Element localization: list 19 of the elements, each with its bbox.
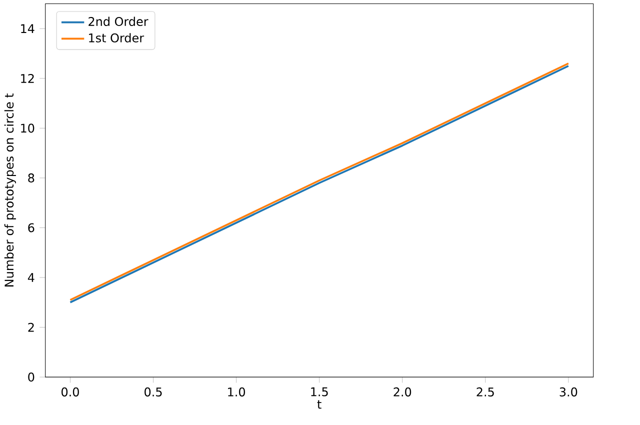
y-tick-label: 14 [21, 24, 34, 33]
y-axis-title: Number of prototypes on circle t [4, 93, 16, 286]
y-tick-label: 10 [21, 124, 34, 133]
legend-label: 1st Order [89, 33, 144, 42]
y-tick-label: 8 [28, 173, 34, 182]
x-tick-label: 1.0 [228, 387, 246, 396]
y-tick-label: 2 [28, 322, 34, 332]
x-tick-label: 3.0 [560, 387, 578, 396]
x-tick-label: 0.5 [144, 387, 162, 396]
y-tick-label: 6 [28, 223, 34, 232]
x-tick-label: 2.0 [394, 387, 412, 396]
legend-label: 2nd Order [88, 16, 148, 26]
x-tick-label: 0.0 [62, 387, 79, 396]
y-tick-label: 4 [28, 273, 34, 282]
x-tick-label: 2.5 [476, 387, 494, 396]
y-tick-label: 12 [21, 74, 34, 83]
x-axis-title: t [317, 400, 322, 409]
y-tick-label: 0 [28, 372, 34, 382]
x-tick-label: 1.5 [311, 387, 328, 396]
